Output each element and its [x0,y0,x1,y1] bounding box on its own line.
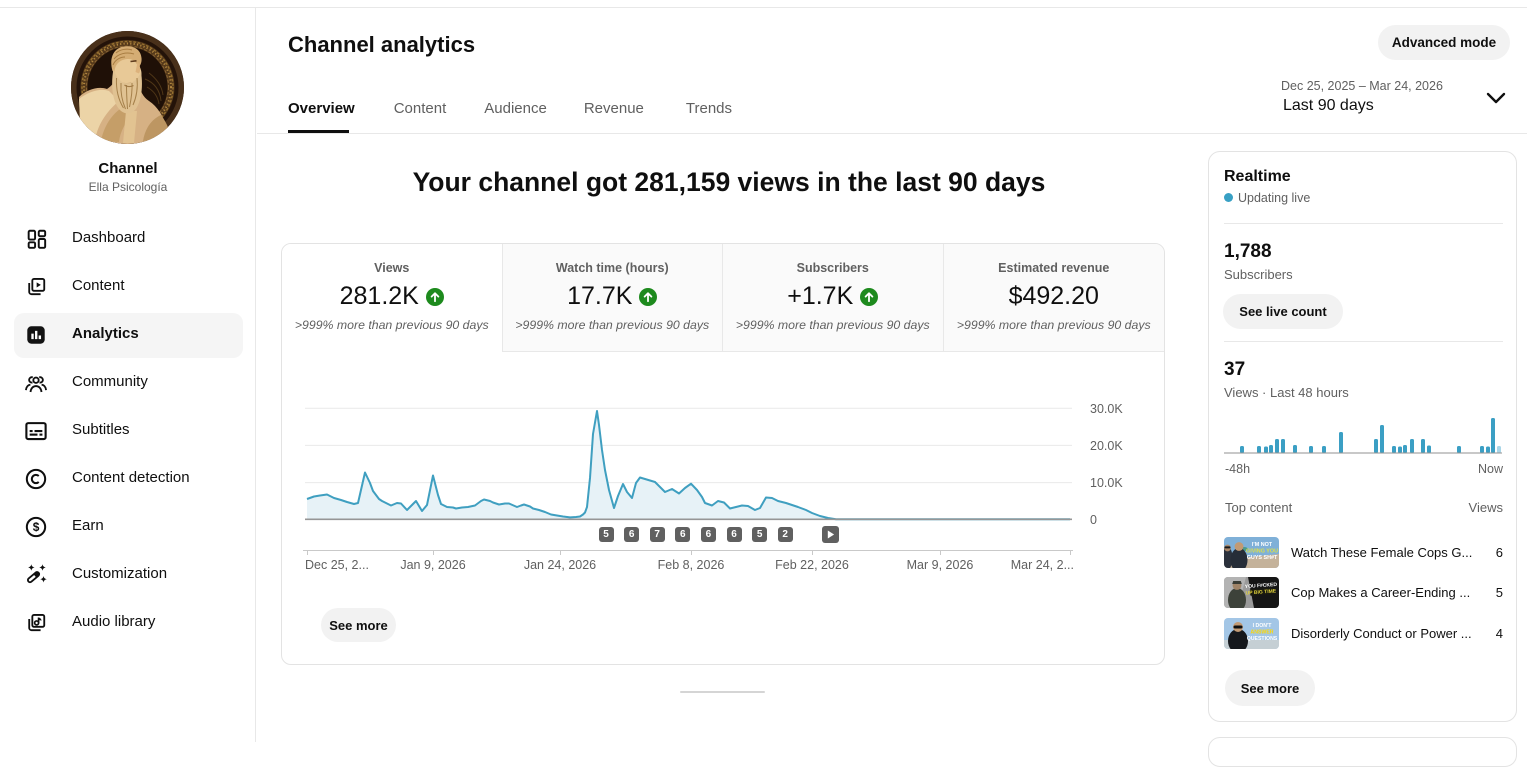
svg-text:ANSWER: ANSWER [1250,629,1273,635]
svg-text:$: $ [33,520,40,534]
svg-text:GIVING YOU: GIVING YOU [1246,549,1278,555]
svg-text:QUESTIONS: QUESTIONS [1247,636,1278,642]
svg-text:UP BIG TIME: UP BIG TIME [1246,589,1277,597]
svg-text:GUYS SH#T: GUYS SH#T [1247,555,1278,561]
svg-text:I'M NOT: I'M NOT [1252,542,1273,548]
svg-text:YOU F#CKED: YOU F#CKED [1245,582,1278,590]
svg-text:I DON'T: I DON'T [1253,623,1273,629]
